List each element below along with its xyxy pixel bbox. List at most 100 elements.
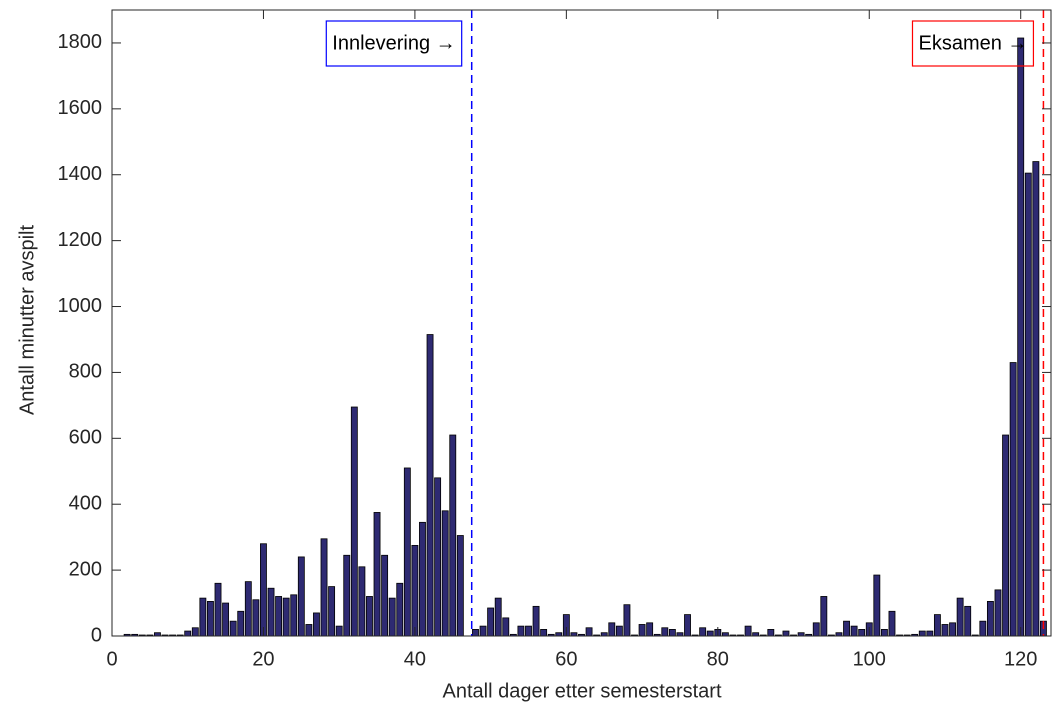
x-tick-label: 100: [853, 648, 886, 670]
bar: [918, 630, 926, 637]
bar: [456, 535, 464, 637]
bar: [933, 614, 941, 637]
bar: [850, 625, 858, 637]
bar: [767, 629, 775, 637]
y-tick-label: 800: [69, 361, 102, 383]
bar: [615, 625, 623, 637]
bar: [585, 627, 593, 637]
bar: [638, 624, 646, 637]
bar: [487, 607, 495, 637]
axes-box: [111, 9, 1052, 637]
bar: [843, 620, 850, 637]
bar: [888, 610, 896, 637]
bar: [297, 556, 305, 637]
y-tick-label: 600: [69, 427, 102, 449]
bar: [1009, 362, 1017, 637]
bar: [532, 605, 540, 637]
y-tick-label: 200: [69, 558, 102, 580]
y-tick-label: 0: [91, 624, 102, 646]
y-tick-label: 1600: [58, 97, 103, 119]
annotation-box: [911, 20, 1035, 67]
bar: [949, 622, 956, 637]
bar: [494, 597, 502, 637]
bar: [706, 630, 714, 637]
bar: [744, 625, 752, 637]
bar: [880, 629, 888, 637]
bar: [986, 601, 994, 637]
bar: [184, 630, 192, 637]
annotation-label: Innlevering →: [332, 32, 455, 54]
bar: [252, 599, 260, 637]
bar: [426, 334, 434, 637]
bar: [472, 629, 479, 637]
annotation-box: [325, 20, 463, 67]
bar: [358, 566, 366, 637]
bar: [608, 622, 616, 637]
bar: [820, 596, 828, 637]
bar: [782, 630, 790, 637]
bar: [873, 574, 881, 637]
bar: [350, 406, 358, 637]
y-tick-label: 1400: [58, 163, 103, 185]
bar: [964, 605, 972, 637]
x-tick-label: 120: [1004, 648, 1037, 670]
bar: [956, 597, 964, 637]
x-axis-label: Antall dager etter semesterstart: [442, 680, 721, 702]
bar: [1032, 161, 1040, 637]
bar: [244, 581, 252, 637]
bar: [199, 597, 207, 637]
y-tick-label: 1200: [58, 229, 103, 251]
bar: [388, 597, 396, 637]
x-tick-label: 0: [106, 648, 117, 670]
bar: [381, 554, 389, 637]
bar: [684, 614, 691, 637]
x-tick-label: 80: [707, 648, 729, 670]
annotation-label: Eksamen →: [918, 32, 1027, 54]
bar: [858, 629, 866, 637]
bar: [305, 624, 313, 637]
bar: [237, 610, 245, 637]
bar: [525, 625, 532, 637]
bar: [479, 625, 487, 637]
bar: [941, 624, 949, 637]
bar: [214, 582, 222, 637]
bar: [419, 521, 426, 637]
y-tick-label: 400: [69, 492, 102, 514]
bar: [275, 596, 283, 637]
bar: [403, 467, 411, 637]
bar: [926, 630, 934, 637]
bar: [502, 617, 510, 637]
x-tick-label: 20: [252, 648, 274, 670]
bar: [994, 589, 1002, 637]
bar: [343, 554, 351, 637]
bar: [517, 625, 525, 637]
bar: [282, 597, 290, 637]
bar: [668, 629, 676, 637]
y-axis-label: Antall minutter avspilt: [16, 225, 38, 416]
y-tick-label: 1000: [58, 295, 103, 317]
bar: [1024, 172, 1032, 637]
bar: [328, 586, 336, 637]
bar: [191, 627, 199, 637]
bar: [979, 620, 987, 637]
y-tick-label: 1800: [58, 31, 103, 53]
bar: [812, 622, 820, 637]
bar: [540, 629, 548, 637]
bar: [623, 604, 631, 637]
bar: [699, 627, 707, 637]
bar: [441, 510, 449, 637]
bar: [320, 538, 328, 637]
plot-area: [112, 10, 1051, 636]
bar: [229, 620, 237, 637]
x-tick-label: 40: [404, 648, 426, 670]
bar: [366, 596, 373, 637]
bar: [449, 434, 457, 637]
x-tick-label: 60: [555, 648, 577, 670]
bar: [646, 622, 654, 637]
bar: [290, 594, 298, 637]
bar: [1017, 37, 1025, 637]
bar: [207, 601, 214, 637]
bar: [260, 543, 267, 637]
bar: [396, 582, 404, 637]
